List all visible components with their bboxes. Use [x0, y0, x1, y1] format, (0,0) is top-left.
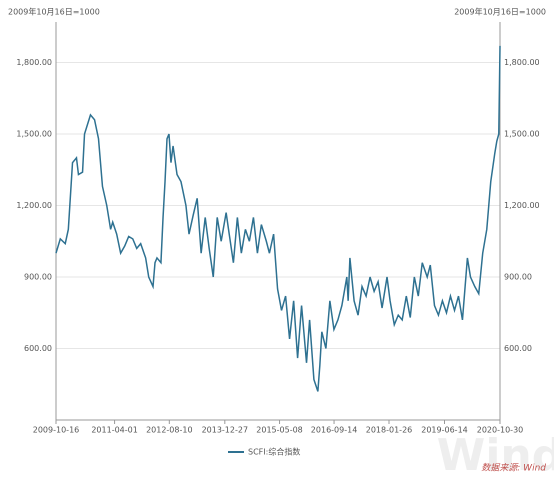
x-tick-label: 2020-10-30 — [477, 426, 524, 435]
y-tick-label: 1,800.00 — [16, 58, 52, 67]
x-tick-label: 2012-08-10 — [146, 426, 193, 435]
y2-tick-label: 1,800.00 — [504, 58, 540, 67]
right-note: 2009年10月16日=1000 — [454, 7, 546, 17]
y2-tick-label: 900.00 — [504, 273, 532, 282]
legend-label: SCFI:综合指数 — [248, 447, 300, 457]
y2-tick-label: 600.00 — [504, 344, 532, 353]
source-note: 数据来源: Wind — [481, 463, 546, 474]
y-tick-label: 1,500.00 — [16, 130, 52, 139]
x-tick-label: 2011-04-01 — [91, 426, 138, 435]
y2-tick-label: 1,200.00 — [504, 201, 540, 210]
x-tick-label: 2015-05-08 — [256, 426, 303, 435]
x-tick-label: 2016-09-14 — [311, 426, 358, 435]
x-tick-label: 2013-12-27 — [202, 426, 249, 435]
y-tick-label: 900.00 — [24, 273, 52, 282]
left-note: 2009年10月16日=1000 — [8, 7, 100, 17]
series-line — [55, 45, 501, 392]
y2-tick-label: 1,500.00 — [504, 130, 540, 139]
x-tick-label: 2019-06-14 — [421, 426, 468, 435]
x-tick-label: 2018-01-26 — [366, 426, 413, 435]
watermark: Wind — [437, 430, 554, 480]
x-tick-label: 2009-10-16 — [33, 426, 80, 435]
y-tick-label: 1,200.00 — [16, 201, 52, 210]
y-tick-label: 600.00 — [24, 344, 52, 353]
